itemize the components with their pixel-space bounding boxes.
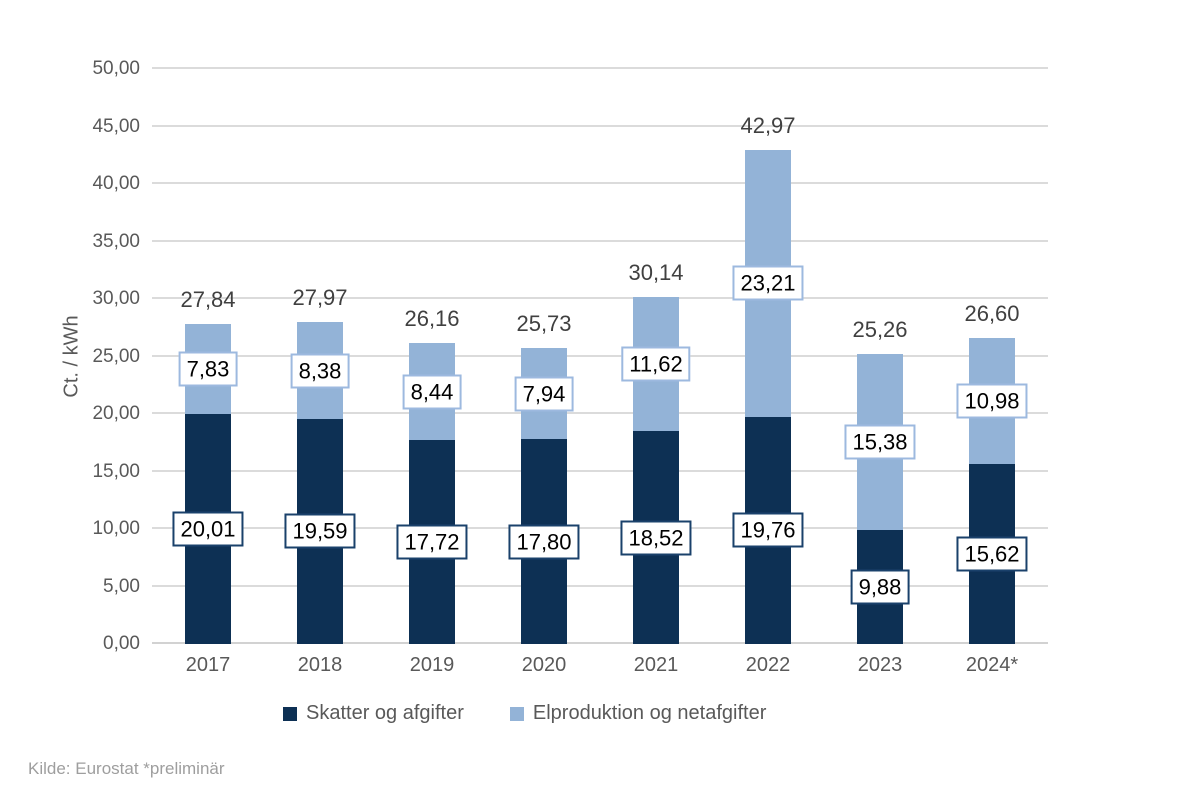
value-label-skatter-2021: 18,52 <box>620 520 692 555</box>
total-label-2018: 27,97 <box>292 285 348 311</box>
y-tick-label: 15,00 <box>92 460 140 482</box>
gridline <box>152 469 1048 472</box>
value-label-skatter-2020: 17,80 <box>508 524 580 560</box>
legend-item-elproduktion-og-netafgifter: Elproduktion og netafgifter <box>509 702 767 725</box>
gridline <box>152 67 1048 69</box>
value-label-elproduktion-2022: 23,21 <box>732 265 804 301</box>
y-tick-label: 20,00 <box>92 403 140 424</box>
x-axis-label-2020: 2020 <box>521 654 567 676</box>
total-label-2022: 42,97 <box>740 112 796 138</box>
x-axis-label-2022: 2022 <box>745 654 791 676</box>
total-label-2023: 25,26 <box>852 316 908 342</box>
y-tick-label: 40,00 <box>92 173 140 194</box>
value-label-elproduktion-2018: 8,38 <box>290 353 350 389</box>
gridline <box>152 124 1048 127</box>
legend-label: Skatter og afgifter <box>306 702 464 724</box>
source-note: Kilde: Eurostat *preliminär <box>28 759 225 778</box>
y-tick-label: 45,00 <box>92 115 140 137</box>
value-label-elproduktion-2017: 7,83 <box>178 351 238 387</box>
legend-label: Elproduktion og netafgifter <box>532 702 767 724</box>
value-label-skatter-2022: 19,76 <box>732 512 804 548</box>
value-label-skatter-2018: 19,59 <box>284 513 356 549</box>
value-label-skatter-2019: 17,72 <box>396 524 468 560</box>
x-axis-label-2021: 2021 <box>633 654 679 676</box>
y-tick-label: 10,00 <box>92 518 140 539</box>
y-tick-label: 0,00 <box>103 633 140 654</box>
y-tick-label: 25,00 <box>92 345 140 367</box>
value-label-skatter-2024*: 15,62 <box>956 536 1028 572</box>
legend-swatch-light-icon <box>509 706 524 721</box>
x-axis-label-2018: 2018 <box>297 654 343 676</box>
gridline <box>152 584 1048 587</box>
value-label-elproduktion-2023: 15,38 <box>844 424 916 460</box>
legend: Skatter og afgifter Elproduktion og neta… <box>283 702 766 725</box>
total-label-2017: 27,84 <box>180 286 236 312</box>
x-axis-label-2023: 2023 <box>857 654 903 676</box>
value-label-elproduktion-2024*: 10,98 <box>956 383 1028 419</box>
gridline <box>152 182 1048 184</box>
value-label-elproduktion-2019: 8,44 <box>402 374 462 410</box>
total-label-2021: 30,14 <box>628 260 684 286</box>
legend-item-skatter-og-afgifter: Skatter og afgifter <box>283 702 464 725</box>
value-label-skatter-2017: 20,01 <box>172 511 244 547</box>
y-tick-label: 50,00 <box>92 58 140 79</box>
gridline <box>152 239 1048 242</box>
x-axis-label-2017: 2017 <box>185 654 231 676</box>
value-label-elproduktion-2020: 7,94 <box>514 376 574 412</box>
total-label-2019: 26,16 <box>404 306 460 332</box>
total-label-2020: 25,73 <box>516 311 572 337</box>
gridline <box>152 354 1048 357</box>
y-tick-label: 35,00 <box>92 230 140 252</box>
gridline <box>152 412 1048 414</box>
value-label-skatter-2023: 9,88 <box>850 569 910 605</box>
legend-swatch-dark-icon <box>283 706 297 721</box>
value-label-elproduktion-2021: 11,62 <box>621 346 691 382</box>
x-axis-line <box>152 642 1048 644</box>
gridline <box>152 297 1048 299</box>
x-axis-label-2024*: 2024* <box>965 654 1019 676</box>
y-tick-label: 30,00 <box>92 288 140 309</box>
gridline <box>152 527 1048 529</box>
y-tick-label: 5,00 <box>103 575 140 597</box>
total-label-2024*: 26,60 <box>964 301 1020 327</box>
x-axis-label-2019: 2019 <box>409 654 455 676</box>
